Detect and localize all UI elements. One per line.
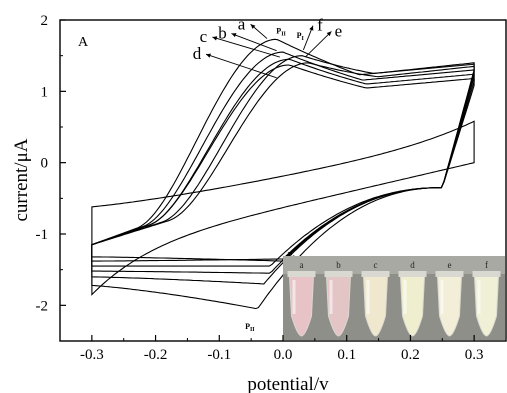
x-tick-label: 0.3 xyxy=(465,347,484,363)
series-e-curve xyxy=(91,62,475,262)
peak-label: PI xyxy=(297,31,305,42)
x-tick-label: 0.2 xyxy=(401,347,420,363)
peak-subscript: II xyxy=(281,32,286,38)
tube-d-label: d xyxy=(410,260,415,270)
y-tick-label: 1 xyxy=(41,84,49,100)
y-axis-title: current/μA xyxy=(11,138,32,221)
y-tick-label: -1 xyxy=(36,227,49,243)
curve-d-label: d xyxy=(193,44,202,63)
tube-c-rim xyxy=(361,271,390,277)
tube-b-rim xyxy=(324,271,353,277)
curve-d-pointer xyxy=(205,53,277,79)
x-tick-label: -0.2 xyxy=(144,347,168,363)
tube-a-rim xyxy=(287,271,316,277)
tube-f-label: f xyxy=(485,260,488,270)
voltammogram-curves xyxy=(91,38,475,310)
tube-f-highlight xyxy=(477,280,481,314)
curve-d-arrowhead xyxy=(205,53,211,58)
curve-e-pointer xyxy=(304,31,332,58)
axis-ticks: -0.3 -0.2 -0.1 0.0 0.1 0.2 0.3 -2 -1 0 1 2 xyxy=(36,13,484,363)
x-tick-label: -0.3 xyxy=(80,347,104,363)
peak-label: PII xyxy=(276,27,286,38)
inset-photo: a b c d e f xyxy=(283,256,505,340)
curve-f-arrowhead xyxy=(309,25,314,31)
curve-b-label: b xyxy=(218,24,227,43)
curve-e-label: e xyxy=(335,21,343,40)
tube-c-label: c xyxy=(374,260,378,270)
curve-b-pointer xyxy=(231,33,277,52)
tube-d-rim xyxy=(398,271,427,277)
curve-c-label: c xyxy=(200,27,208,46)
curve-e-arrowhead xyxy=(326,31,332,37)
peak-subscript: I xyxy=(301,36,304,42)
series-f-curve xyxy=(91,55,475,262)
x-tick-label: 0.0 xyxy=(274,347,293,363)
peak-letter: P xyxy=(288,251,293,260)
peak-letter: P xyxy=(245,322,250,331)
curve-a-label: a xyxy=(238,14,246,33)
tube-e-highlight xyxy=(440,280,444,314)
series-baseline-curve xyxy=(91,120,475,296)
peak-label: PII xyxy=(245,322,255,333)
series-d-curve xyxy=(91,64,475,267)
tube-e-rim xyxy=(435,271,464,277)
tube-d-highlight xyxy=(403,280,407,314)
tube-b-label: b xyxy=(336,260,341,270)
curve-f-label: f xyxy=(317,16,323,35)
inset-top-band xyxy=(283,256,505,274)
tube-f-rim xyxy=(472,271,501,277)
curve-annotations: PIIPIPIPIIabcdfe xyxy=(193,14,342,333)
curve-c-pointer xyxy=(212,36,280,58)
y-tick-label: 0 xyxy=(41,156,49,172)
x-tick-label: -0.1 xyxy=(207,347,231,363)
peak-subscript: II xyxy=(250,327,255,333)
x-tick-label: 0.1 xyxy=(337,347,356,363)
tube-e-label: e xyxy=(448,260,452,270)
peak-letter: P xyxy=(297,31,302,40)
tube-b-highlight xyxy=(329,280,333,314)
x-axis-title: potential/v xyxy=(247,374,329,393)
y-tick-label: 2 xyxy=(41,13,49,29)
curve-c-arrowhead xyxy=(212,36,218,41)
curve-b-arrowhead xyxy=(231,33,237,38)
tube-a-highlight xyxy=(292,280,296,314)
tube-a-label: a xyxy=(300,260,304,270)
curve-a-arrowhead xyxy=(250,24,256,29)
tube-c-highlight xyxy=(366,280,370,314)
panel-label: A xyxy=(78,35,89,50)
peak-letter: P xyxy=(276,27,281,36)
y-tick-label: -2 xyxy=(36,298,49,314)
